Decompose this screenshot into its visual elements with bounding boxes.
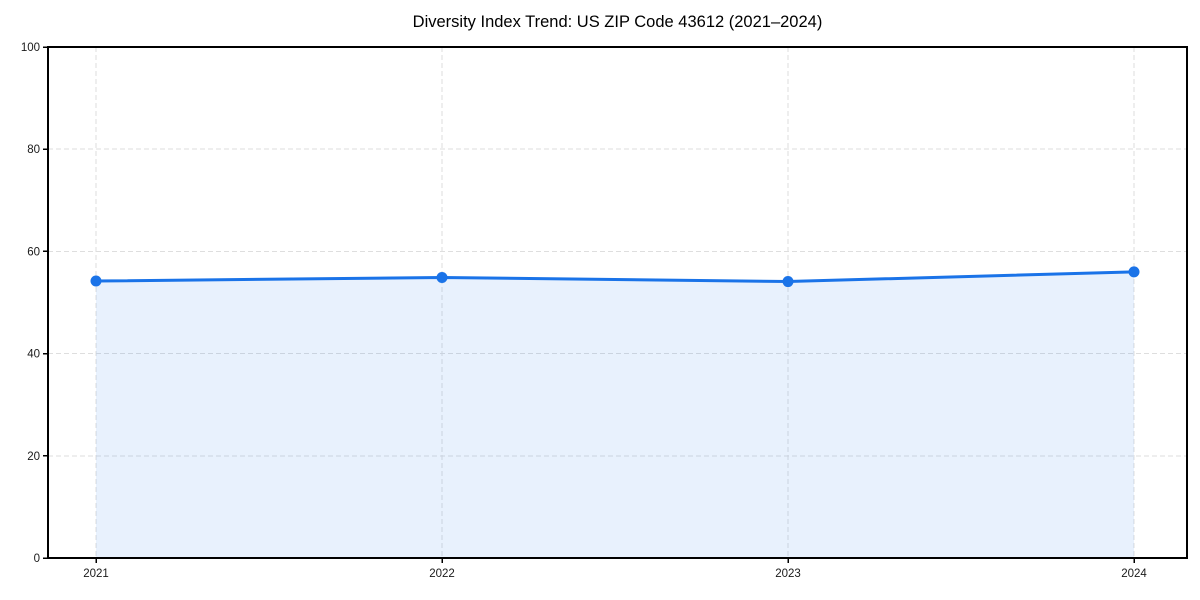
tick-layer: 0 20 40 60 80 100 2021 2022 2023 2024 [21, 42, 1148, 580]
data-point [1128, 266, 1140, 278]
x-tick-label: 2022 [429, 568, 455, 580]
y-tick-label: 20 [27, 451, 40, 463]
data-point [782, 276, 794, 288]
y-tick-label: 60 [27, 246, 40, 258]
chart-title: Diversity Index Trend: US ZIP Code 43612… [412, 13, 823, 31]
x-tick-label: 2024 [1121, 568, 1147, 580]
x-tick-label: 2021 [83, 568, 109, 580]
data-point [90, 275, 102, 287]
x-tick-label: 2023 [775, 568, 801, 580]
y-tick-label: 0 [34, 553, 40, 565]
data-points [90, 266, 1140, 288]
y-tick-label: 40 [27, 349, 40, 361]
series-area [96, 271, 1134, 558]
plot-frame [47, 46, 1188, 559]
y-tick-label: 80 [27, 144, 40, 156]
series-line [94, 270, 1136, 284]
y-tick-label: 100 [21, 42, 40, 54]
data-point [436, 271, 448, 283]
